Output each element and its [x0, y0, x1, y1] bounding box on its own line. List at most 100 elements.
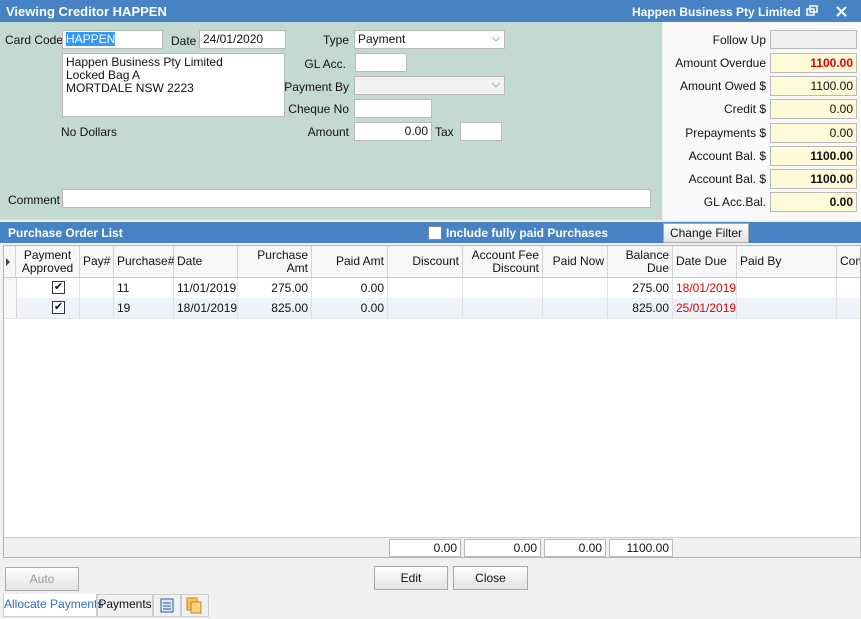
grid-cell — [80, 278, 114, 298]
column-header[interactable]: Payment Approved — [16, 246, 80, 278]
column-header[interactable]: Purchase# — [114, 246, 174, 278]
tab-icon[interactable] — [180, 594, 209, 617]
grid-cell: 18/01/2019 — [174, 298, 238, 318]
label: Type — [322, 33, 349, 47]
label: Prepayments $ — [685, 125, 766, 140]
label: Payment By — [284, 80, 349, 94]
summary-value: 1100.00 — [770, 145, 857, 166]
column-header[interactable]: Paid By — [737, 246, 837, 278]
column-header[interactable]: Date — [174, 246, 238, 278]
summary-value: 0.00 — [770, 122, 857, 143]
label: Tax — [435, 125, 454, 139]
close-button[interactable]: Close — [453, 566, 528, 590]
summary-value: 1100.00 — [770, 53, 857, 73]
edit-button[interactable]: Edit — [374, 566, 448, 590]
payment-by-dropdown[interactable] — [354, 76, 505, 95]
amount-words: No Dollars — [61, 125, 118, 139]
grid-cell: 19 — [114, 298, 174, 318]
label: GL Acc.Bal. — [703, 195, 766, 210]
amount-input[interactable]: 0.00 — [354, 122, 432, 141]
grid-cell — [16, 278, 80, 298]
card-code-input[interactable]: HAPPEN — [62, 30, 163, 49]
column-header[interactable]: Com — [837, 246, 860, 278]
column-header[interactable]: Paid Amt — [312, 246, 388, 278]
label: Account Bal. $ — [688, 148, 766, 163]
list-title: Purchase Order List — [8, 226, 123, 240]
close-button[interactable] — [836, 6, 847, 17]
column-header[interactable]: Purchase Amt — [238, 246, 312, 278]
address-line: Happen Business Pty Limited — [66, 55, 223, 69]
grid-cell — [388, 278, 463, 298]
column-header[interactable]: Date Due — [673, 246, 737, 278]
column-header[interactable]: Account Fee Discount — [463, 246, 543, 278]
title-bar: Viewing Creditor HAPPEN Happen Business … — [0, 0, 861, 22]
grid-cell — [388, 298, 463, 318]
cheque-no-input[interactable] — [354, 99, 432, 118]
label: Amount Owed $ — [679, 79, 766, 94]
tab-icon[interactable] — [152, 594, 182, 617]
grid-cell — [463, 278, 543, 298]
grid-cell — [737, 278, 837, 298]
company-name: Happen Business Pty Limited — [632, 5, 801, 19]
total-box: 0.00 — [389, 539, 461, 557]
row-indicator-header — [4, 246, 16, 278]
grid-cell — [837, 298, 860, 318]
column-header[interactable]: Balance Due — [608, 246, 673, 278]
summary-value: 0.00 — [770, 99, 857, 120]
grid-cell: 11 — [114, 278, 174, 298]
grid-cell: 0.00 — [312, 298, 388, 318]
label: Date — [171, 34, 197, 48]
column-header[interactable]: Paid Now — [543, 246, 608, 278]
label: Card Code — [5, 33, 64, 47]
type-dropdown[interactable]: Payment — [354, 30, 505, 49]
grid-cell — [16, 298, 80, 318]
tab[interactable]: Allocate Payments — [3, 594, 103, 617]
grid-cell — [543, 298, 608, 318]
gl-acc-input[interactable] — [355, 53, 407, 72]
tab[interactable]: Payments — [96, 594, 154, 617]
grid-cell: 0.00 — [312, 278, 388, 298]
grid-cell: 825.00 — [238, 298, 312, 318]
follow-up-input[interactable] — [770, 30, 857, 49]
label: Account Bal. $ — [688, 172, 766, 186]
type-value: Payment — [358, 32, 406, 46]
grid-cell: 11/01/2019 — [174, 278, 238, 298]
column-header[interactable]: Discount — [388, 246, 463, 278]
summary-value: 0.00 — [770, 192, 857, 213]
total-box: 0.00 — [464, 539, 541, 557]
summary-value: 1100.00 — [770, 76, 857, 97]
include-paid-checkbox[interactable] — [428, 226, 442, 240]
grid-cell — [463, 298, 543, 318]
label: Credit $ — [723, 102, 766, 117]
grid-cell — [837, 278, 860, 298]
address-line: Locked Bag A — [66, 68, 141, 82]
grid-cell: 18/01/2019 — [673, 278, 737, 298]
comment-input[interactable] — [62, 189, 651, 208]
grid-cell: 275.00 — [238, 278, 312, 298]
date-input[interactable]: 24/01/2020 — [199, 30, 286, 49]
restore-button[interactable] — [806, 5, 820, 17]
address-box: Happen Business Pty Limited Locked Bag A… — [62, 53, 285, 117]
grid-cell — [80, 298, 114, 318]
label: Amount — [307, 125, 349, 139]
auto-payment-button[interactable]: Auto Payment — [5, 567, 79, 608]
column-header[interactable]: Pay# — [80, 246, 114, 278]
grid-cell — [543, 278, 608, 298]
change-filter-button[interactable]: Change Filter — [663, 223, 749, 243]
total-box: 0.00 — [544, 539, 606, 557]
approved-checkbox[interactable]: ✔ — [52, 281, 65, 294]
summary-value: 1100.00 — [770, 169, 857, 189]
label: Amount Overdue — [675, 56, 766, 70]
row-indicator — [4, 298, 17, 318]
label: Follow Up — [712, 33, 766, 47]
label: GL Acc. — [304, 57, 346, 71]
row-indicator — [4, 278, 17, 298]
tax-input[interactable] — [460, 122, 502, 141]
card-code: HAPPEN — [66, 32, 116, 46]
grid-cell: 25/01/2019 — [673, 298, 737, 318]
grid-cell: 825.00 — [608, 298, 673, 318]
approved-checkbox[interactable]: ✔ — [52, 301, 65, 314]
total-box: 1100.00 — [609, 539, 673, 557]
grid-cell — [737, 298, 837, 318]
